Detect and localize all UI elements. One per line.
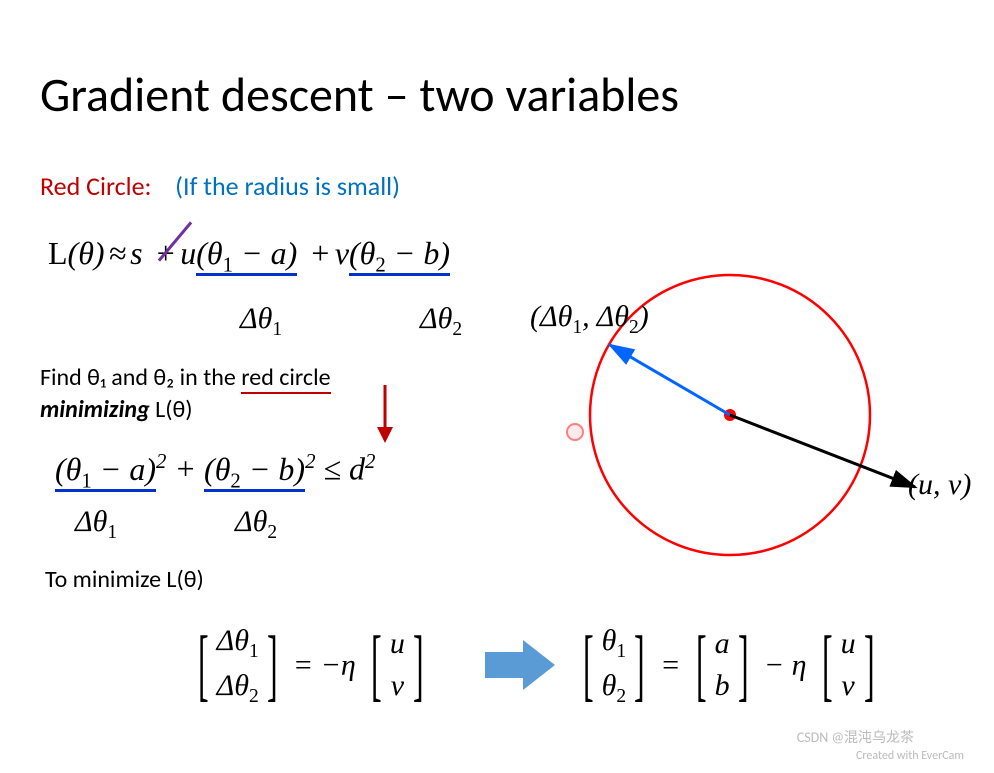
diagram-label-delta: (Δθ1, Δθ2) bbox=[530, 300, 649, 339]
delta-theta2-label-a: Δθ2 bbox=[420, 302, 462, 341]
equation-2: (θ1 − a)2 + (θ2 − b)2 ≤ d2 bbox=[55, 450, 375, 493]
watermark-evercam: Created with EverCam bbox=[856, 749, 964, 763]
page-title: Gradient descent – two variables bbox=[40, 65, 679, 124]
find-text: Find θ₁ and θ₂ in the red circle bbox=[40, 363, 331, 392]
delta-theta1-label-b: Δθ1 bbox=[75, 505, 117, 544]
subtitle: Red Circle: (If the radius is small) bbox=[40, 170, 400, 202]
red-arrow-down-icon bbox=[370, 385, 400, 445]
minimizing-text: minimizing L(θ) bbox=[40, 395, 193, 424]
laser-pointer-icon bbox=[566, 423, 584, 441]
subtitle-blue: (If the radius is small) bbox=[175, 170, 400, 202]
delta-theta1-label-a: Δθ1 bbox=[240, 302, 282, 341]
watermark-csdn: CSDN @混沌乌龙茶 bbox=[797, 727, 914, 747]
to-minimize-text: To minimize L(θ) bbox=[45, 565, 204, 594]
arrow-block-icon bbox=[485, 640, 555, 690]
equation-1: L(θ)≈s +u(θ1 − a) +v(θ2 − b) bbox=[48, 235, 450, 277]
matrix-equation-1: [Δθ1Δθ2] = −η [uv] bbox=[190, 620, 432, 711]
subtitle-red: Red Circle: bbox=[40, 170, 152, 202]
delta-theta2-label-b: Δθ2 bbox=[235, 505, 277, 544]
matrix-equation-2: [θ1θ2] = [ab] − η [uv] bbox=[575, 620, 882, 711]
diagram-label-uv: (u, v) bbox=[908, 468, 971, 502]
